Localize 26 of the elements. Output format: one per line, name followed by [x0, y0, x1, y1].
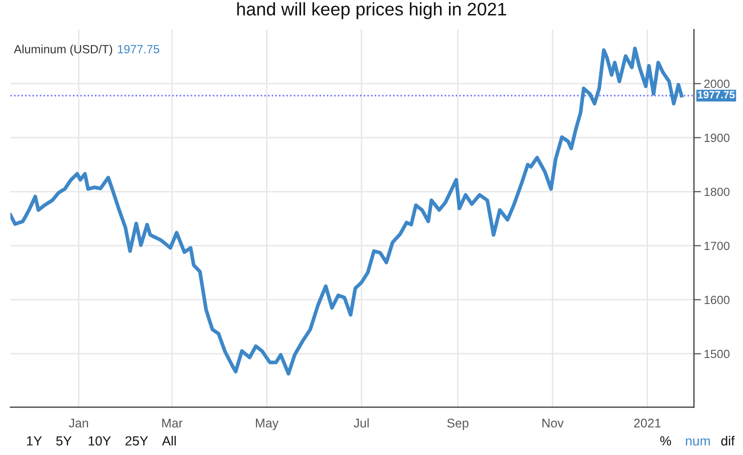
line-series	[10, 46, 684, 376]
y-tick-label: 1800	[704, 188, 730, 196]
text: 1Y	[27, 436, 42, 446]
x-tick-label: May	[256, 418, 279, 430]
y-tick-label: 1500	[704, 350, 730, 358]
x-tick-label: Nov	[542, 418, 564, 428]
x-tick-label: Mar	[162, 418, 183, 428]
y-tick-label: 1700	[704, 242, 730, 250]
x-tick-label: Jan	[68, 418, 88, 428]
chart-title: hand will keep prices high in 2021	[237, 2, 506, 20]
text: num	[686, 438, 710, 446]
text: dif	[721, 436, 735, 446]
x-tick-label: Jul	[354, 418, 369, 428]
x-tick-label: Sep	[447, 418, 468, 430]
text: %	[660, 436, 672, 446]
text: 25Y	[125, 436, 148, 446]
x-tick-label: 2021	[634, 418, 661, 428]
y-tick-label: 1900	[704, 134, 730, 142]
ref-line-label: 1977.75	[698, 91, 735, 98]
text: 10Y	[88, 436, 111, 446]
text: 5Y	[56, 436, 72, 446]
annotation: 1977.75	[118, 44, 160, 54]
y-tick-label: 2000	[704, 80, 730, 88]
y-tick-label: 1600	[704, 296, 730, 304]
annotation: Aluminum (USD/T)	[14, 44, 112, 56]
text: All	[162, 436, 176, 446]
